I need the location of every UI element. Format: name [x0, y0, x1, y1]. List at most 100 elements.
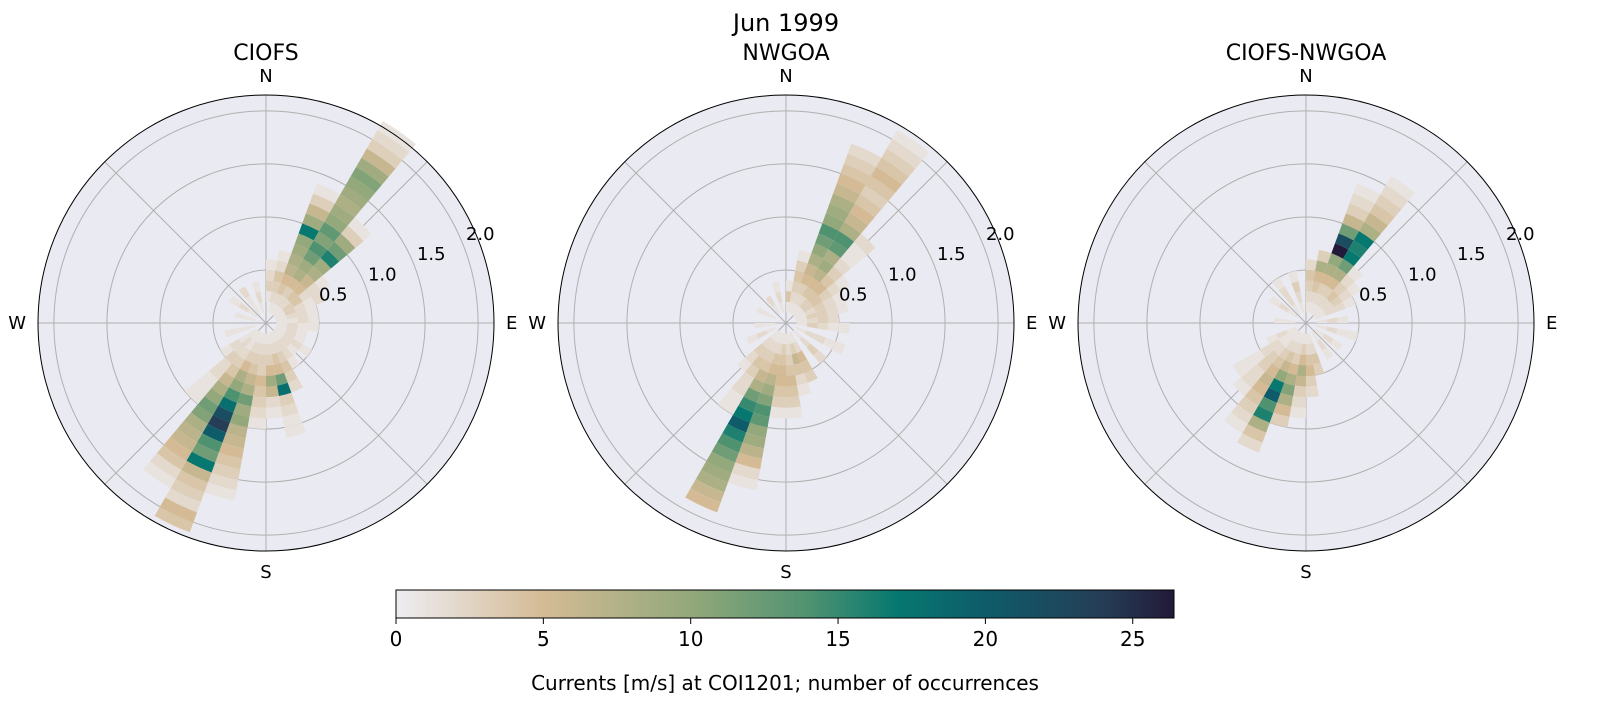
rose-bar — [211, 462, 241, 480]
rose-bar — [1271, 277, 1285, 291]
rose-bar — [1325, 326, 1338, 334]
colorbar-tick-label: 0 — [390, 627, 403, 651]
rose-bar — [825, 203, 850, 222]
rose-bar — [738, 371, 755, 388]
rose-bar — [218, 371, 235, 388]
rose-bar — [1327, 253, 1344, 268]
rose-bar — [1284, 319, 1296, 323]
rose-bar — [717, 433, 743, 453]
rose-bar — [298, 344, 312, 358]
rose-bar — [251, 352, 261, 365]
rose-bar — [285, 312, 298, 320]
colorbar-gradient — [395, 589, 1175, 619]
rose-bar — [286, 323, 298, 329]
rose-bar — [1306, 291, 1312, 303]
rose-bar — [249, 329, 260, 340]
rose-bar — [802, 302, 814, 313]
rose-bar — [706, 451, 736, 473]
rose-bar — [772, 331, 781, 342]
rose-bar — [805, 312, 818, 320]
compass-label-s: S — [1300, 562, 1311, 583]
figure-title: Jun 1999 — [731, 9, 839, 37]
rose-bar — [769, 329, 780, 340]
rose-bar — [1289, 329, 1300, 340]
rose-bar — [1284, 372, 1297, 386]
rose-bar — [1306, 301, 1310, 313]
rose-bar — [287, 378, 304, 393]
rose-bar — [1306, 269, 1316, 282]
rose-bar — [1295, 342, 1303, 355]
rose-bar — [804, 307, 816, 316]
rose-bar — [695, 469, 728, 493]
rose-bar — [271, 281, 281, 294]
rose-bar — [820, 274, 835, 289]
rose-bar — [192, 377, 212, 397]
rose-bar — [202, 424, 227, 443]
compass-label-n: N — [259, 66, 272, 87]
rose-bar — [759, 359, 772, 373]
rose-bar — [749, 412, 770, 428]
rose-bar — [347, 217, 372, 242]
rose-bar — [1284, 350, 1296, 363]
rose-bar — [1291, 281, 1301, 294]
colorbar-tick-label: 5 — [537, 627, 550, 651]
rose-bar — [796, 350, 808, 363]
rose-bar — [799, 298, 811, 310]
rose-bar — [197, 396, 219, 415]
rose-bar — [764, 372, 777, 386]
rose-bar — [1349, 193, 1375, 213]
rose-bar — [786, 354, 794, 366]
rose-bar — [1251, 379, 1269, 397]
rose-bar — [822, 296, 836, 309]
rose-bar — [276, 295, 287, 307]
rose-bar — [1295, 291, 1303, 304]
rose-bar — [786, 343, 792, 355]
rose-bar — [1330, 338, 1343, 351]
rose-bar — [1295, 332, 1303, 343]
rose-bar — [1279, 359, 1292, 373]
radial-tick-label: 1.5 — [1457, 244, 1486, 265]
rose-bar — [826, 266, 843, 283]
rose-bar — [247, 362, 259, 376]
rose-bar — [143, 461, 176, 489]
rose-bar — [226, 422, 248, 438]
rose-bar — [1300, 343, 1306, 355]
rose-bar — [1311, 352, 1321, 365]
rose-bar — [870, 166, 902, 194]
rose-bar — [287, 277, 301, 291]
rose-bar — [345, 176, 376, 202]
rose-bar — [1309, 303, 1317, 314]
rose-bar — [275, 372, 288, 386]
rose-bar — [881, 148, 916, 177]
rose-bar — [297, 315, 309, 323]
rose-bar — [847, 241, 868, 262]
rose-bar — [1316, 295, 1327, 307]
rose-bar — [247, 328, 258, 337]
rose-bar — [827, 313, 840, 323]
rose-bar — [177, 420, 203, 443]
rose-bar — [1252, 405, 1274, 423]
rose-bar — [1241, 370, 1259, 388]
rose-bar — [782, 333, 786, 345]
rose-bar — [1306, 364, 1316, 377]
rose-bar — [258, 302, 265, 314]
rose-bar — [786, 396, 801, 408]
rose-bar — [761, 336, 773, 348]
rose-bar — [1266, 333, 1279, 345]
rose-bar — [1244, 387, 1264, 406]
rose-bar — [184, 412, 208, 434]
rose-bar — [796, 319, 808, 323]
rose-bar — [1232, 377, 1252, 397]
rose-bar — [272, 306, 283, 317]
rose-bar — [245, 339, 256, 351]
rose-bar — [1337, 315, 1349, 323]
rose-bar — [163, 436, 192, 461]
rose-bar — [209, 363, 226, 380]
rose-bar — [854, 194, 882, 218]
rose-bar — [735, 452, 763, 470]
rose-bar — [840, 163, 871, 186]
rose-bar — [229, 412, 250, 428]
rose-bar — [1302, 333, 1306, 345]
